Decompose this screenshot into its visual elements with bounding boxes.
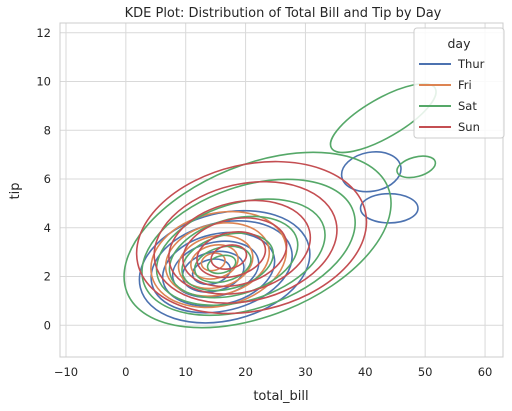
legend-title: day [448,36,472,51]
contour-sun-0 [135,160,368,315]
y-tick-label: 2 [44,270,51,284]
y-tick-label: 8 [44,123,51,137]
contour-sat-2 [155,198,326,307]
y-tick-label: 0 [44,318,51,332]
legend-label-sun: Sun [458,120,480,134]
x-tick-label: −10 [54,365,78,379]
x-tick-label: 40 [358,365,373,379]
legend: day Thur Fri Sat Sun [413,27,505,139]
legend-label-thur: Thur [457,57,485,71]
x-tick-label: 30 [298,365,313,379]
y-tick-label: 6 [44,172,51,186]
contour-sat-4 [181,232,275,292]
contour-sun-2 [168,199,312,295]
contour-sun-3 [182,217,288,288]
contour-sat-8 [396,155,437,179]
y-tick-label: 10 [36,75,51,89]
contour-sat-1 [141,178,356,317]
plot-frame [59,22,504,358]
chart-title: KDE Plot: Distribution of Total Bill and… [125,6,442,21]
y-axis-label: tip [8,183,23,200]
contour-sun-4 [196,231,267,279]
legend-label-fri: Fri [458,78,472,92]
x-tick-label: 50 [418,365,433,379]
legend-entries: Thur Fri Sat Sun [419,57,485,134]
x-tick-label: 10 [178,365,193,379]
x-axis-label: total_bill [253,389,308,404]
series-sun [135,160,368,315]
x-tick-label: 20 [238,365,253,379]
x-tick-label: 0 [122,365,129,379]
contour-fri-4 [200,252,226,272]
contour-sat-6 [206,254,237,275]
kde-contours [123,82,437,329]
x-axis-ticks: −10 0 10 20 30 40 50 60 [54,365,493,379]
legend-box [413,27,505,139]
y-axis-ticks: 0 2 4 6 8 10 12 [36,26,51,333]
contour-thur-6 [340,151,402,193]
contour-sun-5 [210,244,248,270]
series-sat [123,82,437,329]
y-tick-label: 4 [44,221,51,235]
y-tick-label: 12 [36,26,51,40]
contour-thur-5 [191,258,232,286]
legend-label-sat: Sat [458,99,477,113]
contour-sun-1 [153,180,338,304]
x-tick-label: 60 [478,365,493,379]
contour-fri-3 [190,244,239,280]
contour-sat-0 [123,151,392,329]
